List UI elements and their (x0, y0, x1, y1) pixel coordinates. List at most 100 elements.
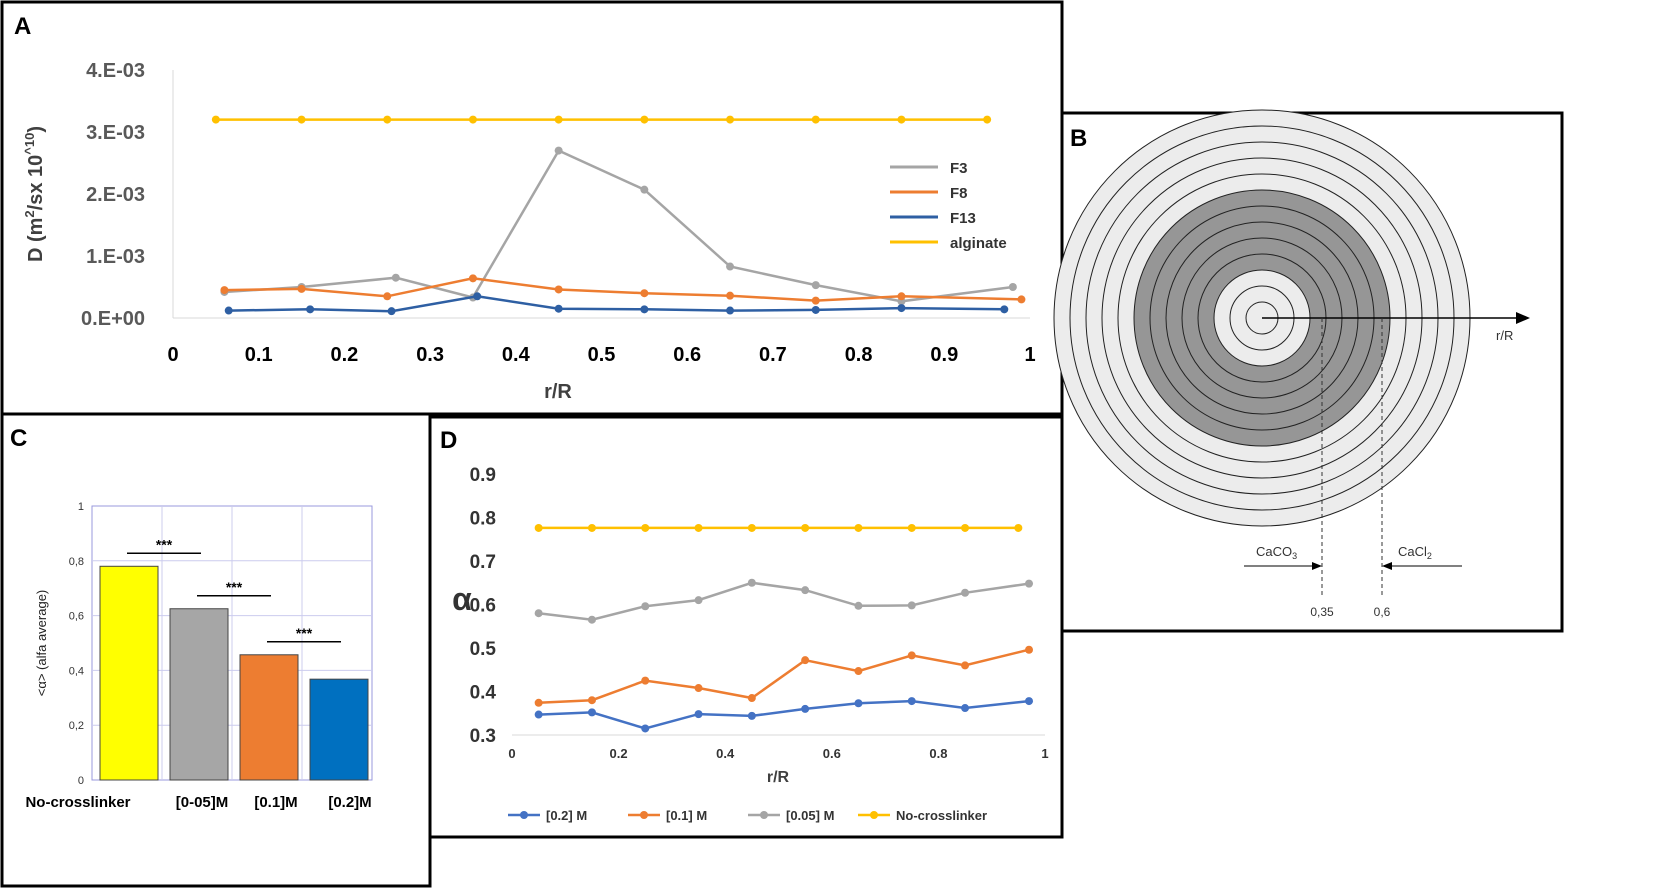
panel-a-point-f3 (726, 262, 735, 271)
panel-d-point (641, 676, 650, 685)
panel-a-point-alginate (811, 115, 820, 124)
panel-a-legend-label: F3 (950, 160, 968, 177)
panel-c-bar (309, 678, 369, 781)
panel-d-point (694, 523, 703, 532)
panel-a-point-f8 (811, 296, 820, 305)
panel-c-significance-label: *** (156, 536, 173, 552)
panel-d-point (587, 615, 596, 624)
panel-d-point (854, 667, 863, 676)
panel-a-frame (0, 0, 1064, 416)
panel-a-point-f8 (726, 291, 735, 300)
panel-d-point (534, 698, 543, 707)
panel-d-point (641, 724, 650, 733)
panel-a-point-f3 (811, 281, 820, 290)
panel-c-y-tick-label: 1 (78, 501, 84, 513)
panel-d-legend-marker (870, 811, 878, 819)
panel-d-point (641, 523, 650, 532)
panel-a-point-f13 (811, 305, 820, 314)
panel-a-point-alginate (983, 115, 992, 124)
panel-a-x-tick-label: 0 (167, 344, 178, 366)
panel-c-y-tick-label: 0,8 (69, 556, 84, 568)
panel-letter-d: D (440, 427, 457, 454)
panel-a-point-f8 (1017, 295, 1026, 304)
panel-a-x-tick-label: 0.4 (502, 344, 531, 366)
panel-d-point (907, 601, 916, 610)
panel-d-y-label: α (452, 581, 472, 617)
panel-d-x-label: r/R (767, 769, 790, 786)
panel-d-point (1025, 697, 1034, 706)
panel-d-point (801, 704, 810, 713)
panel-a-legend-label: alginate (950, 235, 1007, 252)
panel-a-series-line-f3 (224, 148, 1014, 303)
panel-a-x-tick-label: 0.6 (673, 344, 701, 366)
panel-c-chart: 0 0,2 0,4 0,6 0,8 1 <α> (alfa average) No-cro… (25, 501, 373, 811)
panel-d-chart: 0.3 0.4 0.5 0.6 0.7 0.8 0.9 0 0.2 0.4 0.6 0.8 1 r/R… (452, 465, 1048, 823)
panel-letter-b: B (1070, 125, 1087, 152)
panel-a-x-tick-label: 0.1 (245, 344, 273, 366)
panel-a-point-alginate (297, 115, 306, 124)
panel-a-point-alginate (468, 115, 477, 124)
panel-d-point (587, 696, 596, 705)
panel-d-y-tick-label: 0.8 (470, 509, 496, 530)
panel-c-y-tick-label: 0,6 (69, 611, 84, 623)
panel-a-point-f13 (897, 304, 906, 313)
panel-d-point (801, 523, 810, 532)
panel-d-legend-label: [0.1] M (666, 808, 707, 823)
panel-c-bar (99, 565, 159, 781)
panel-d-y-tick-label: 0.6 (470, 596, 496, 617)
panel-d-legend-marker (760, 811, 768, 819)
panel-d-x-tick-label: 0.6 (823, 746, 841, 761)
panel-d-point (854, 699, 863, 708)
panel-d-point (907, 697, 916, 706)
panel-d-point (1025, 645, 1034, 654)
panel-a-point-f13 (306, 305, 315, 314)
mark-06-label: 0,6 (1374, 605, 1391, 619)
panel-a-x-tick-label: 0.7 (759, 344, 787, 366)
panel-a-point-f8 (640, 289, 649, 298)
panel-a-x-label: r/R (544, 381, 572, 403)
panel-a-point-alginate (726, 115, 735, 124)
panel-c-x-tick-label: [0.2]M (328, 794, 371, 811)
panel-d-x-tick-label: 0 (508, 746, 515, 761)
panel-d-legend-label: No-crosslinker (896, 808, 987, 823)
panel-d-point (1025, 579, 1034, 588)
panel-d-point (534, 523, 543, 532)
panel-d-point (961, 523, 970, 532)
panel-a-legend-label: F13 (950, 210, 976, 227)
panel-d-x-tick-label: 1 (1041, 746, 1048, 761)
panel-d-point (854, 523, 863, 532)
panel-c-x-tick-label: No-crosslinker (25, 794, 130, 811)
panel-a-point-f13 (726, 306, 735, 315)
panel-b-diagram: r/R CaCO3 CaCl2 0,35 0,6 (1053, 109, 1530, 619)
panel-letter-c: C (10, 425, 27, 452)
panel-a-y-tick-label: 2.E-03 (86, 184, 145, 206)
panel-c-y-tick-label: 0,2 (69, 720, 84, 732)
panel-d-point (854, 601, 863, 610)
panel-d-point (801, 656, 810, 665)
panel-b-axis-label: r/R (1496, 328, 1513, 343)
panel-d-legend-marker (520, 811, 528, 819)
panel-a-point-f13 (1000, 305, 1009, 314)
panel-a-y-label: D (m2/sx 10^10) (22, 126, 47, 262)
panel-d-point (907, 651, 916, 660)
panel-a-x-tick-label: 1 (1024, 344, 1035, 366)
panel-a-point-alginate (211, 115, 220, 124)
panel-d-point (587, 708, 596, 717)
panel-d-series-line (538, 699, 1030, 730)
panel-a-chart: 0.E+00 1.E-03 2.E-03 3.E-03 4.E-03 0 0.1 0.2 0.… (22, 60, 1036, 403)
panel-a-point-f8 (554, 285, 563, 294)
panel-a-point-alginate (640, 115, 649, 124)
panel-d-point (961, 661, 970, 670)
r-axis-arrowhead (1516, 312, 1530, 324)
panel-c-y-tick-label: 0 (78, 775, 84, 787)
panel-d-legend-marker (640, 811, 648, 819)
panel-c-x-tick-label: [0.1]M (254, 794, 297, 811)
panel-d-y-tick-label: 0.5 (470, 639, 497, 660)
panel-d-y-tick-label: 0.9 (470, 465, 496, 486)
panel-a-point-alginate (554, 115, 563, 124)
panel-d-y-tick-label: 0.3 (470, 726, 496, 747)
panel-c-y-tick-label: 0,4 (69, 665, 84, 677)
panel-a-y-tick-label: 1.E-03 (86, 246, 145, 268)
panel-c-x-tick-label: [0-05]M (176, 794, 229, 811)
